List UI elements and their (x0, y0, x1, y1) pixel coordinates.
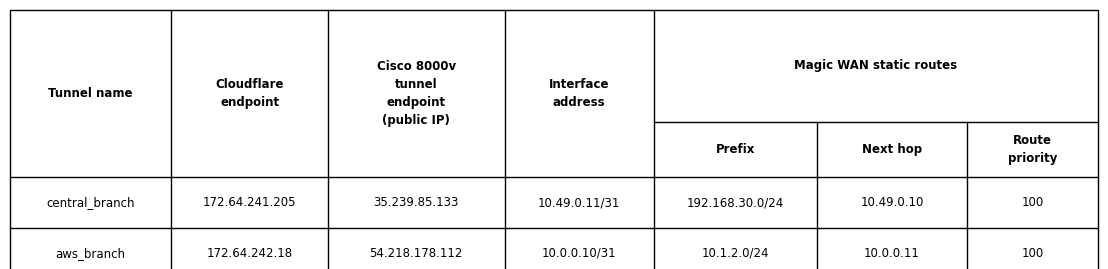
Text: 10.0.0.10/31: 10.0.0.10/31 (542, 247, 616, 260)
Text: Next hop: Next hop (862, 143, 922, 156)
Text: 192.168.30.0/24: 192.168.30.0/24 (687, 196, 784, 209)
Text: 35.239.85.133: 35.239.85.133 (373, 196, 459, 209)
Text: Magic WAN static routes: Magic WAN static routes (794, 59, 957, 73)
Text: 100: 100 (1022, 196, 1044, 209)
Text: Cloudflare
endpoint: Cloudflare endpoint (215, 78, 284, 109)
Text: 172.64.241.205: 172.64.241.205 (203, 196, 297, 209)
Text: Tunnel name: Tunnel name (49, 87, 133, 100)
Text: Cisco 8000v
tunnel
endpoint
(public IP): Cisco 8000v tunnel endpoint (public IP) (377, 60, 455, 127)
Text: Route
priority: Route priority (1007, 134, 1057, 165)
Text: central_branch: central_branch (47, 196, 135, 209)
Text: 100: 100 (1022, 247, 1044, 260)
Text: 10.49.0.11/31: 10.49.0.11/31 (538, 196, 620, 209)
Text: aws_branch: aws_branch (55, 247, 125, 260)
Text: 54.218.178.112: 54.218.178.112 (370, 247, 463, 260)
Text: 10.49.0.10: 10.49.0.10 (861, 196, 924, 209)
Text: 10.1.2.0/24: 10.1.2.0/24 (702, 247, 769, 260)
Text: 10.0.0.11: 10.0.0.11 (864, 247, 920, 260)
Text: Interface
address: Interface address (548, 78, 609, 109)
Text: 172.64.242.18: 172.64.242.18 (206, 247, 293, 260)
Text: Prefix: Prefix (716, 143, 756, 156)
